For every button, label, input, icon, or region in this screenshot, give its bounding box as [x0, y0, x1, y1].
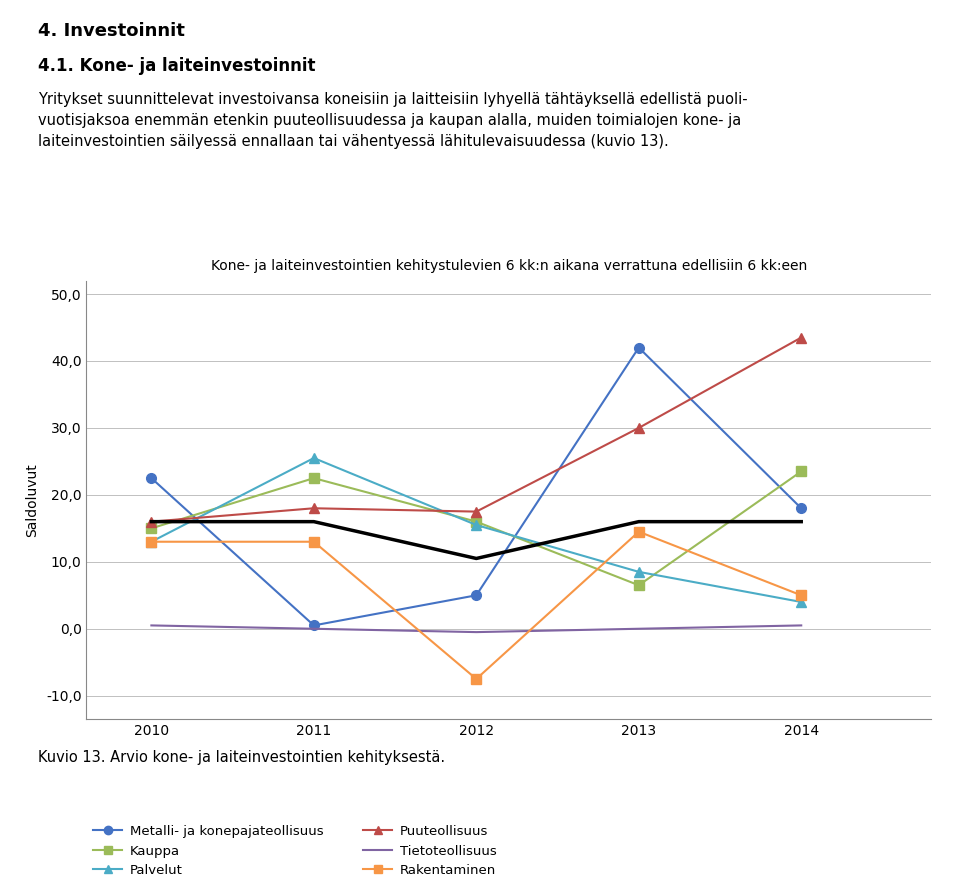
- Text: Kuvio 13. Arvio kone- ja laiteinvestointien kehityksestä.: Kuvio 13. Arvio kone- ja laiteinvestoint…: [38, 750, 445, 765]
- Y-axis label: Saldoluvut: Saldoluvut: [25, 463, 39, 537]
- Text: Yritykset suunnittelevat investoivansa koneisiin ja laitteisiin lyhyellä tähtäyk: Yritykset suunnittelevat investoivansa k…: [38, 92, 748, 149]
- Title: Kone- ja laiteinvestointien kehitystulevien 6 kk:n aikana verrattuna edellisiin : Kone- ja laiteinvestointien kehitystulev…: [210, 259, 807, 273]
- Legend: Metalli- ja konepajateollisuus, Kauppa, Palvelut, Kaikki, Puuteollisuus, Tietote: Metalli- ja konepajateollisuus, Kauppa, …: [93, 825, 497, 877]
- Text: 4. Investoinnit: 4. Investoinnit: [38, 22, 185, 40]
- Text: 4.1. Kone- ja laiteinvestoinnit: 4.1. Kone- ja laiteinvestoinnit: [38, 57, 316, 75]
